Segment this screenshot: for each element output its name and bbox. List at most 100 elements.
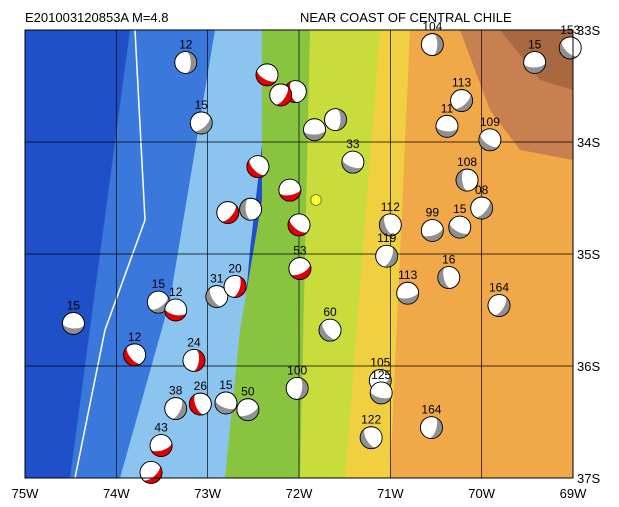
ball-outline xyxy=(523,51,547,74)
ball-quadrant xyxy=(239,198,252,221)
focal-mechanism xyxy=(288,257,312,280)
depth-label: 100 xyxy=(287,363,307,377)
focal-mechanism xyxy=(448,215,472,239)
ball-outline xyxy=(269,83,293,107)
focal-mechanism xyxy=(341,150,365,174)
ball-quadrant xyxy=(453,93,473,112)
ball-outline xyxy=(149,434,173,457)
ball-quadrant xyxy=(478,133,499,151)
focal-mechanism xyxy=(435,114,459,138)
depth-label: 12 xyxy=(179,37,193,51)
ball-outline xyxy=(214,391,238,415)
depth-label: 164 xyxy=(489,281,509,295)
ball-quadrant xyxy=(559,40,579,59)
ball-outline xyxy=(164,298,188,322)
ball-quadrant xyxy=(192,349,205,372)
depth-label: 31 xyxy=(210,272,224,286)
ball-quadrant xyxy=(474,199,493,220)
ball-quadrant xyxy=(288,218,308,236)
focal-mechanism xyxy=(278,178,302,202)
ball-outline xyxy=(174,51,198,74)
focal-mechanism xyxy=(188,392,212,416)
lon-label: 73W xyxy=(194,486,221,501)
ball-outline xyxy=(255,63,279,87)
ball-outline xyxy=(420,33,444,56)
lon-label: 74W xyxy=(103,486,130,501)
station xyxy=(310,193,322,207)
depth-label: 26 xyxy=(194,379,208,393)
ball-outline xyxy=(487,294,511,317)
focal-mechanism xyxy=(324,108,347,131)
focal-mechanism xyxy=(420,416,443,440)
ball-quadrant xyxy=(279,188,301,202)
ball-outline xyxy=(455,168,479,192)
ball-outline xyxy=(303,118,326,142)
focal-mechanism xyxy=(174,51,198,74)
lon-label: 70W xyxy=(468,486,495,501)
ball-quadrant xyxy=(142,465,163,484)
ball-outline xyxy=(287,213,311,237)
ball-quadrant xyxy=(171,398,187,420)
ball-quadrant xyxy=(335,108,347,131)
ball-quadrant xyxy=(189,393,205,416)
lat-label: 35S xyxy=(577,247,600,262)
focal-mechanism xyxy=(149,434,173,457)
ball-outline xyxy=(375,244,399,268)
ball-quadrant xyxy=(437,266,452,289)
depth-label: 15 xyxy=(453,202,467,216)
ball-outline xyxy=(437,266,461,289)
lat-label: 34S xyxy=(577,135,600,150)
focal-mechanism xyxy=(375,244,399,268)
ball-outline xyxy=(435,114,459,138)
depth-label: 113 xyxy=(452,76,471,90)
focal-mechanism xyxy=(303,118,326,142)
depth-label: 08 xyxy=(475,183,489,197)
ball-quadrant xyxy=(123,346,142,366)
focal-mechanism xyxy=(369,381,393,405)
focal-mechanism xyxy=(182,348,206,372)
depth-label: 50 xyxy=(241,385,255,399)
ball-quadrant xyxy=(164,307,187,321)
depth-label: 15 xyxy=(67,298,81,312)
ball-outline xyxy=(324,108,347,131)
ball-quadrant xyxy=(432,33,444,56)
focal-mechanism xyxy=(216,201,240,224)
depth-label: 108 xyxy=(457,155,477,169)
ball-quadrant xyxy=(382,246,398,268)
ball-quadrant xyxy=(360,428,377,449)
focal-mechanism xyxy=(470,196,494,220)
ball-quadrant xyxy=(215,399,237,414)
focal-mechanism xyxy=(236,398,260,422)
depth-label: 24 xyxy=(187,335,201,349)
ball-outline xyxy=(420,416,443,440)
ball-outline xyxy=(318,318,342,342)
focal-mechanism xyxy=(455,168,479,192)
ball-quadrant xyxy=(493,296,511,317)
frame xyxy=(24,29,574,479)
focal-mechanism xyxy=(123,343,147,367)
ball-outline xyxy=(448,215,472,239)
lon-label: 69W xyxy=(560,486,587,501)
lon-label: 75W xyxy=(12,486,39,501)
ball-outline xyxy=(236,398,260,422)
ball-outline xyxy=(359,426,383,450)
focal-mechanism xyxy=(287,213,311,237)
ball-quadrant xyxy=(246,158,266,178)
ball-quadrant xyxy=(62,322,85,335)
ball-outline xyxy=(182,348,206,372)
ball-quadrant xyxy=(193,115,213,134)
focal-mechanism xyxy=(523,51,547,74)
depth-label: 105 xyxy=(370,356,390,370)
ball-outline xyxy=(285,376,309,400)
depth-label: 38 xyxy=(169,384,183,398)
ball-quadrant xyxy=(396,291,419,305)
ball-outline xyxy=(450,89,473,112)
depth-label: 122 xyxy=(361,413,381,427)
focal-mechanism xyxy=(420,33,444,56)
ball-outline xyxy=(123,343,147,367)
focal-mechanism xyxy=(269,83,293,107)
focal-mechanism xyxy=(223,275,247,298)
lat-label: 36S xyxy=(577,359,600,374)
depth-label: 119 xyxy=(377,231,396,245)
ball-quadrant xyxy=(185,51,197,74)
